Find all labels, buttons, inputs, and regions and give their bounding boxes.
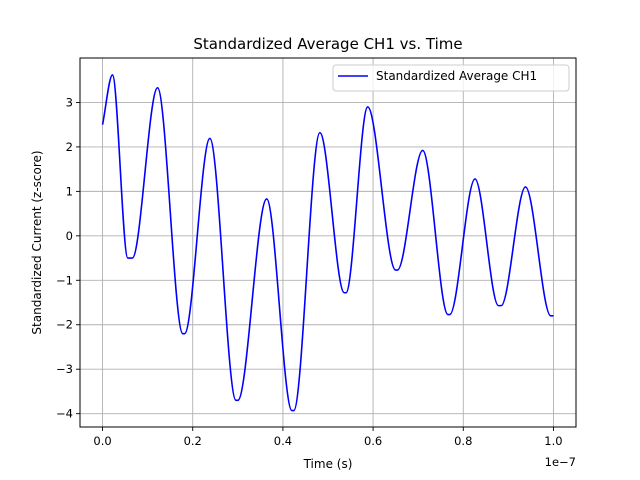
- x-tick-label: 0.2: [184, 434, 202, 448]
- chart-title: Standardized Average CH1 vs. Time: [193, 35, 462, 53]
- x-axis-offset-label: 1e−7: [545, 455, 576, 469]
- x-axis-ticks: 0.0 0.2 0.4 0.6 0.8 1.0: [93, 427, 563, 448]
- y-tick-label: 0: [66, 229, 73, 243]
- y-grid-lines: [80, 102, 576, 415]
- legend: Standardized Average CH1: [332, 64, 570, 92]
- x-tick-label: 0.4: [274, 434, 292, 448]
- y-tick-label: 2: [66, 140, 73, 154]
- y-axis-label: Standardized Current (z-score): [30, 150, 44, 334]
- x-tick-label: 1.0: [544, 434, 562, 448]
- y-tick-label: −4: [56, 407, 73, 421]
- axes-frame: [79, 57, 577, 428]
- y-tick-label: 3: [66, 95, 73, 109]
- y-tick-label: 1: [66, 184, 73, 198]
- y-tick-label: −3: [56, 362, 73, 376]
- x-tick-label: 0.6: [364, 434, 382, 448]
- y-axis-ticks: −4 −3 −2 −1 0 1 2 3: [56, 95, 80, 421]
- x-tick-label: 0.0: [93, 434, 111, 448]
- legend-box: [332, 64, 570, 92]
- x-axis-label: Time (s): [303, 457, 353, 471]
- y-tick-label: −2: [56, 318, 73, 332]
- y-tick-label: −1: [56, 273, 73, 287]
- x-tick-label: 0.8: [454, 434, 472, 448]
- legend-label: Standardized Average CH1: [376, 69, 537, 83]
- series-line-standardized-average-ch1: [101, 74, 554, 412]
